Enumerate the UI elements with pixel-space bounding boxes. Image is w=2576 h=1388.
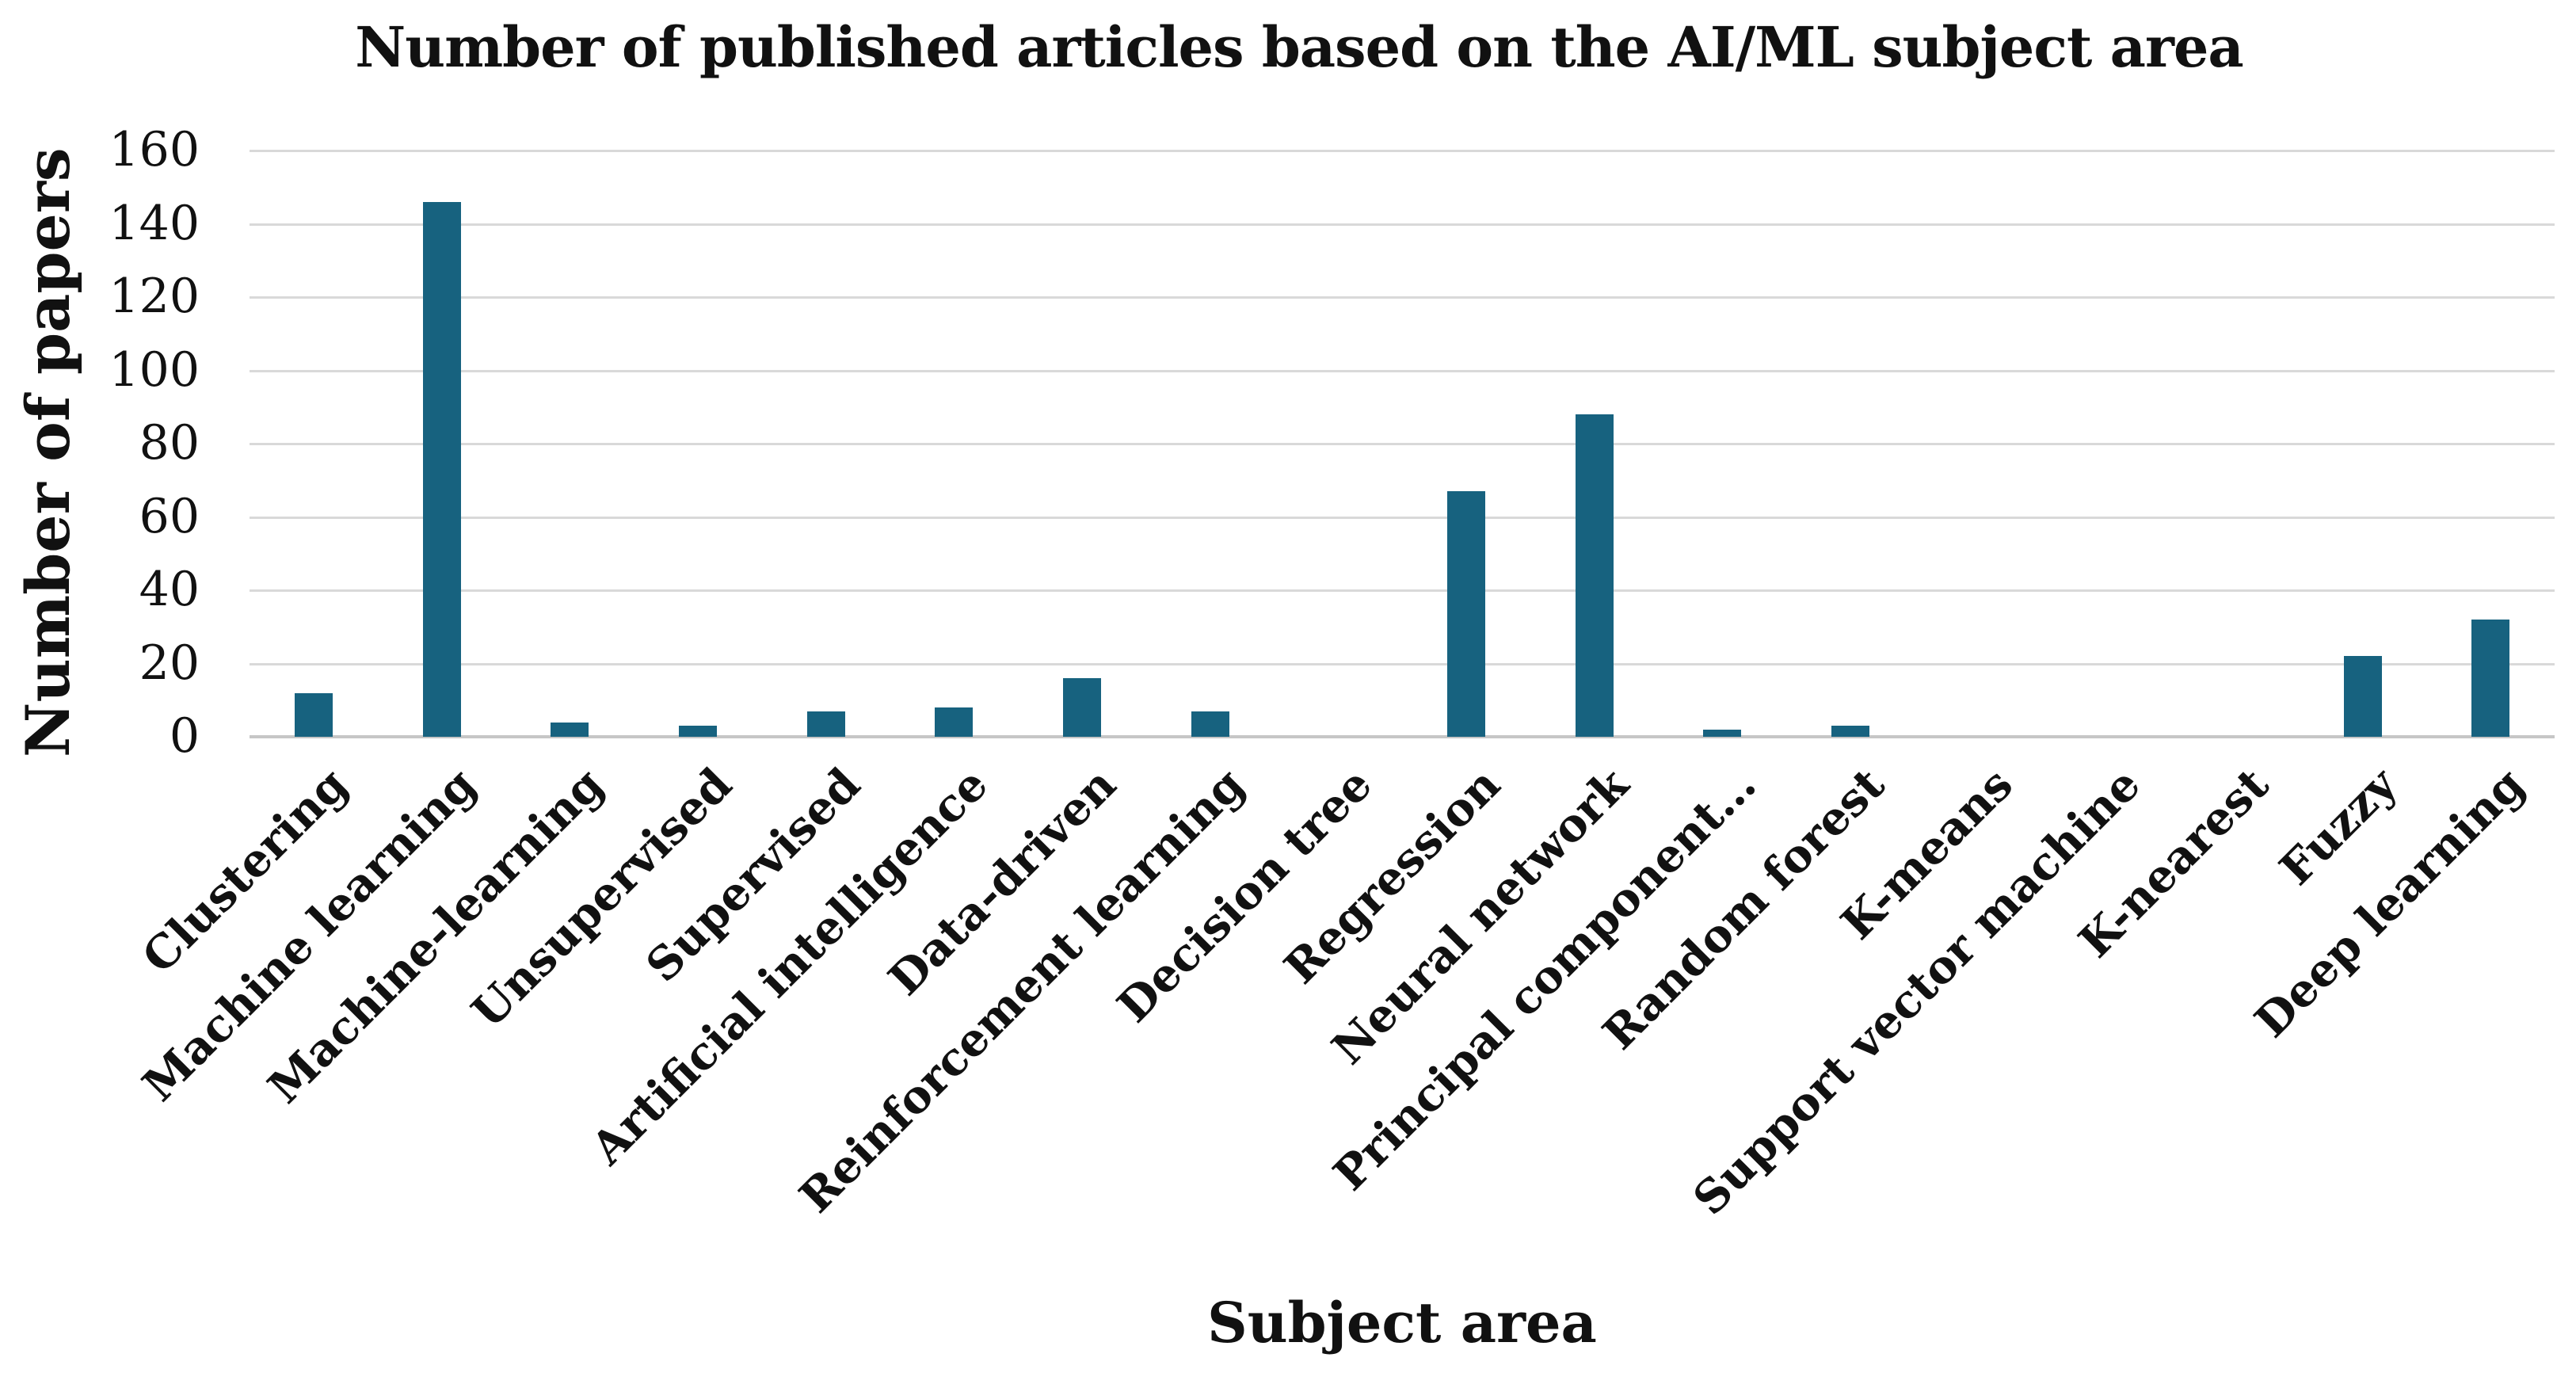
y-tick-label: 80 <box>139 415 200 471</box>
bar <box>551 722 589 737</box>
chart-title: Number of published articles based on th… <box>355 14 2244 80</box>
y-tick-label: 20 <box>139 635 200 691</box>
gridline <box>250 589 2555 592</box>
y-tick-label: 120 <box>109 269 200 324</box>
y-tick-label: 160 <box>109 122 200 177</box>
bar <box>1575 414 1614 737</box>
gridline <box>250 516 2555 519</box>
bar <box>678 726 717 737</box>
x-axis-line <box>250 735 2555 738</box>
gridline <box>250 369 2555 372</box>
bar <box>422 201 461 737</box>
gridline <box>250 150 2555 152</box>
gridline <box>250 296 2555 299</box>
bar <box>935 707 974 737</box>
gridline <box>250 443 2555 445</box>
bar <box>2471 620 2510 737</box>
y-tick-label: 100 <box>109 341 200 398</box>
x-axis-title: Subject area <box>1207 1290 1597 1356</box>
gridline <box>250 223 2555 226</box>
bar <box>1062 678 1101 737</box>
bar <box>294 692 333 737</box>
gridline <box>250 662 2555 665</box>
bar <box>1831 726 1869 737</box>
bar <box>1446 491 1485 737</box>
y-tick-label: 0 <box>169 708 200 764</box>
bar <box>1703 729 1742 737</box>
bar <box>806 711 845 737</box>
y-tick-label: 140 <box>109 195 200 251</box>
bar <box>2343 656 2382 737</box>
y-tick-label: 40 <box>139 562 200 617</box>
y-tick-label: 60 <box>139 488 200 544</box>
bar <box>1191 711 1229 737</box>
